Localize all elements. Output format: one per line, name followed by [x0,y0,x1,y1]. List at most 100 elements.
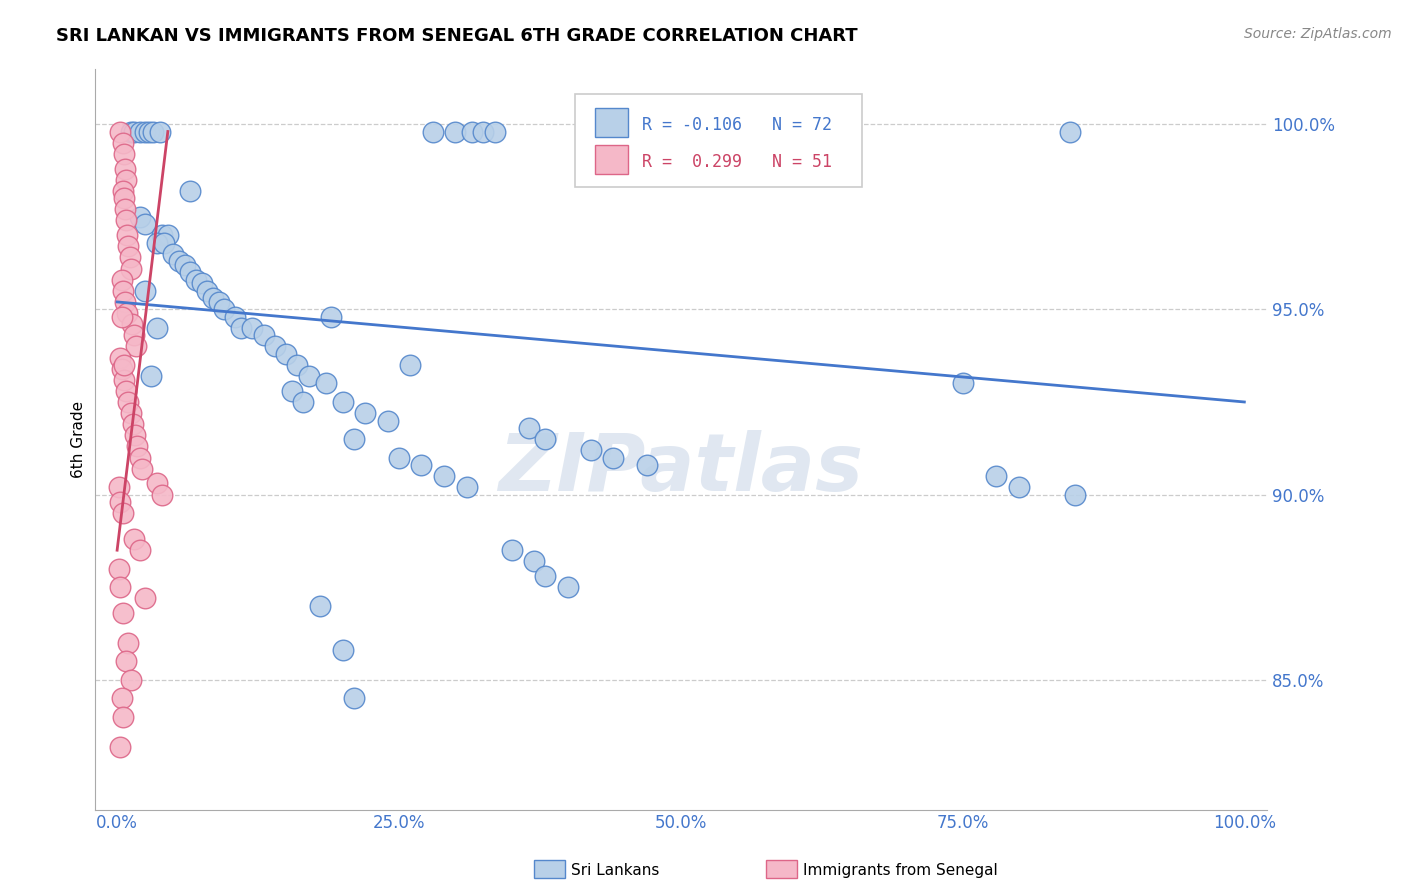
Point [125,339,148,353]
Point [276,347,298,361]
Point [838,124,860,138]
Point [114,161,136,176]
Point [399,358,422,372]
Point [309,599,332,613]
Point [207,294,229,309]
Point [1059,124,1081,138]
Text: R = -0.106   N = 72: R = -0.106 N = 72 [643,116,832,134]
Point [523,554,546,568]
Point [134,591,156,606]
FancyBboxPatch shape [595,108,628,137]
Point [128,543,150,558]
Point [444,124,467,138]
Point [124,428,146,442]
Point [1064,487,1087,501]
Point [224,310,246,324]
Point [472,124,495,138]
Point [110,580,132,594]
FancyBboxPatch shape [595,145,628,175]
Point [112,358,135,372]
Point [162,247,184,261]
Point [332,395,354,409]
Point [108,480,131,494]
Point [139,369,162,384]
Point [117,306,139,320]
Point [354,406,377,420]
Point [315,376,337,391]
Point [184,273,207,287]
Point [117,636,139,650]
Point [111,184,134,198]
Point [111,284,134,298]
Point [153,235,176,250]
Point [111,606,134,620]
Point [579,443,602,458]
Point [253,328,276,343]
Point [149,124,172,138]
Point [117,395,139,409]
Point [343,691,366,706]
Point [501,543,523,558]
Y-axis label: 6th Grade: 6th Grade [72,401,86,477]
Point [952,376,974,391]
Text: SRI LANKAN VS IMMIGRANTS FROM SENEGAL 6TH GRADE CORRELATION CHART: SRI LANKAN VS IMMIGRANTS FROM SENEGAL 6T… [56,27,858,45]
Point [128,450,150,465]
Point [212,302,235,317]
Point [201,291,224,305]
Point [111,710,134,724]
Point [142,124,165,138]
Point [134,284,156,298]
Point [111,361,134,376]
Point [534,432,557,446]
Point [128,210,150,224]
Point [111,273,134,287]
Point [134,217,156,231]
Point [128,124,150,138]
Point [557,580,579,594]
Point [118,251,141,265]
Point [377,413,399,427]
Point [195,284,218,298]
Point [112,146,135,161]
Point [134,124,156,138]
Point [112,191,135,205]
Point [156,228,179,243]
Point [287,358,309,372]
Point [179,184,201,198]
Point [122,328,145,343]
Point [117,239,139,253]
Point [115,172,138,186]
Point [517,421,540,435]
Text: Immigrants from Senegal: Immigrants from Senegal [803,863,998,878]
Point [986,469,1008,483]
Point [150,228,173,243]
Point [115,213,138,227]
FancyBboxPatch shape [575,95,862,187]
Point [138,124,160,138]
Point [122,417,145,432]
Point [456,480,478,494]
Point [120,673,142,687]
Point [110,351,132,365]
Point [321,310,343,324]
Point [111,136,134,150]
Point [602,450,624,465]
Point [114,202,136,217]
Point [120,406,142,420]
Point [1008,480,1031,494]
Point [114,294,136,309]
Point [264,339,287,353]
Point [636,458,658,472]
Point [127,439,149,453]
Point [145,476,167,491]
Point [190,277,212,291]
Text: ZIPatlas: ZIPatlas [498,430,863,508]
Point [145,235,167,250]
Point [534,569,557,583]
Point [121,317,143,331]
Point [292,395,315,409]
Point [110,495,132,509]
Point [484,124,506,138]
Point [167,254,190,268]
Point [229,321,252,335]
